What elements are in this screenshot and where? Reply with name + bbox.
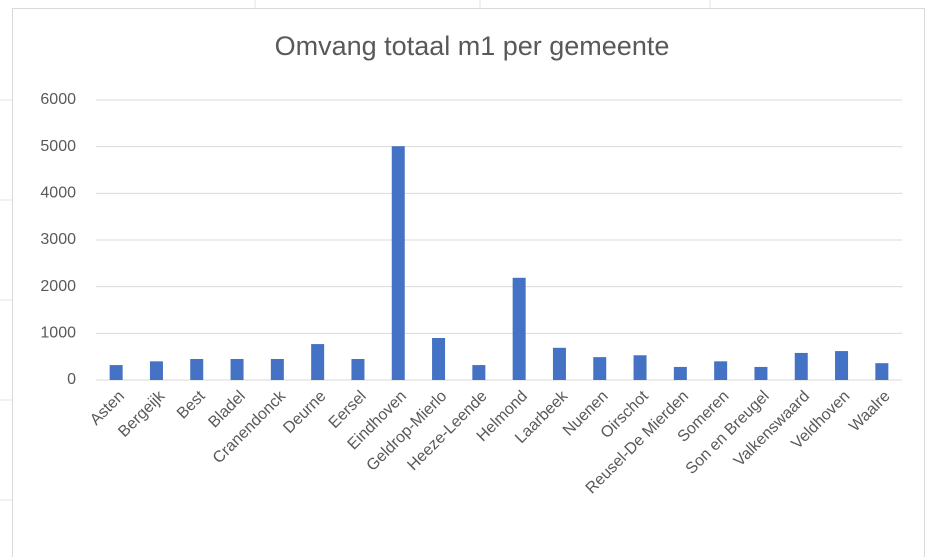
y-tick-label: 6000: [40, 91, 76, 108]
bar: [673, 366, 687, 380]
bar: [109, 365, 123, 380]
chart-area: [12, 8, 925, 557]
bar: [391, 146, 405, 380]
sheet-gridlines: [0, 0, 711, 501]
bar: [472, 365, 486, 380]
bar: [230, 359, 244, 380]
bar: [633, 355, 647, 380]
bar: [875, 363, 889, 380]
bar: [190, 359, 204, 380]
y-tick-label: 3000: [40, 231, 76, 248]
bar: [512, 277, 526, 380]
bar: [270, 359, 284, 380]
chart-title: Omvang totaal m1 per gemeente: [275, 31, 670, 61]
bar: [794, 352, 808, 380]
y-tick-label: 5000: [40, 138, 76, 155]
y-tick-label: 4000: [40, 185, 76, 202]
bar: [311, 344, 325, 380]
y-tick-label: 1000: [40, 325, 76, 342]
y-tick-label: 2000: [40, 278, 76, 295]
bar: [593, 357, 607, 380]
bar: [432, 338, 446, 380]
bar: [552, 347, 566, 380]
y-tick-label: 0: [67, 371, 76, 388]
bar: [714, 361, 728, 380]
bar: [351, 359, 365, 380]
bar: [754, 366, 768, 380]
bar: [149, 361, 163, 380]
bar: [835, 351, 849, 380]
